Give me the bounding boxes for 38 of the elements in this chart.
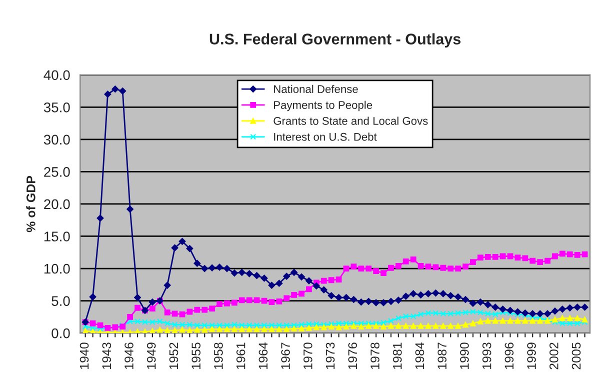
x-tick-label: 1996	[504, 342, 514, 369]
x-tick-label: 1976	[348, 342, 358, 369]
chart-title: U.S. Federal Government - Outlays	[210, 33, 461, 48]
legend-label: National Defense	[274, 84, 358, 94]
legend-label: Payments to People	[274, 100, 372, 112]
y-tick-label: 5.0	[52, 296, 70, 306]
y-tick-label: 10.0	[44, 264, 70, 274]
y-axis-title: % of GDP	[26, 176, 36, 232]
x-tick-label: 1970	[303, 342, 312, 369]
y-tick-label: 20.0	[44, 199, 70, 210]
legend-label: Interest on U.S. Debt	[274, 132, 377, 141]
x-tick-label: 2002	[549, 342, 558, 370]
x-tick-label: 1964	[258, 342, 268, 369]
y-tick-label: 0.0	[52, 328, 70, 338]
x-tick-label: 1999	[527, 342, 536, 369]
x-tick-label: 1984	[415, 342, 424, 369]
legend-label: Grants to State and Local Govs	[274, 116, 428, 125]
x-tick-label: 1961	[236, 342, 246, 369]
x-tick-label: 1990	[460, 342, 469, 369]
x-tick-label: 1940	[80, 342, 89, 369]
x-tick-label: 1973	[326, 342, 335, 369]
x-tick-label: 1955	[192, 342, 201, 369]
x-tick-label: 1993	[482, 342, 492, 369]
x-tick-label: 1958	[214, 342, 223, 369]
x-tick-label: 1967	[281, 342, 290, 369]
x-tick-label: 1946	[124, 342, 134, 369]
x-tick-label: 1943	[102, 342, 112, 369]
x-tick-label: 1981	[392, 342, 402, 369]
y-tick-label: 30.0	[44, 134, 70, 145]
y-tick-label: 25.0	[44, 167, 70, 177]
x-tick-label: 1952	[169, 342, 178, 369]
y-tick-label: 35.0	[44, 102, 70, 112]
y-tick-label: 40.0	[44, 70, 70, 80]
x-tick-label: 1987	[438, 342, 447, 369]
x-tick-label: 1949	[146, 342, 156, 369]
x-tick-label: 1978	[370, 342, 380, 369]
x-tick-label: 2005	[572, 342, 581, 370]
y-tick-label: 15.0	[44, 232, 70, 242]
